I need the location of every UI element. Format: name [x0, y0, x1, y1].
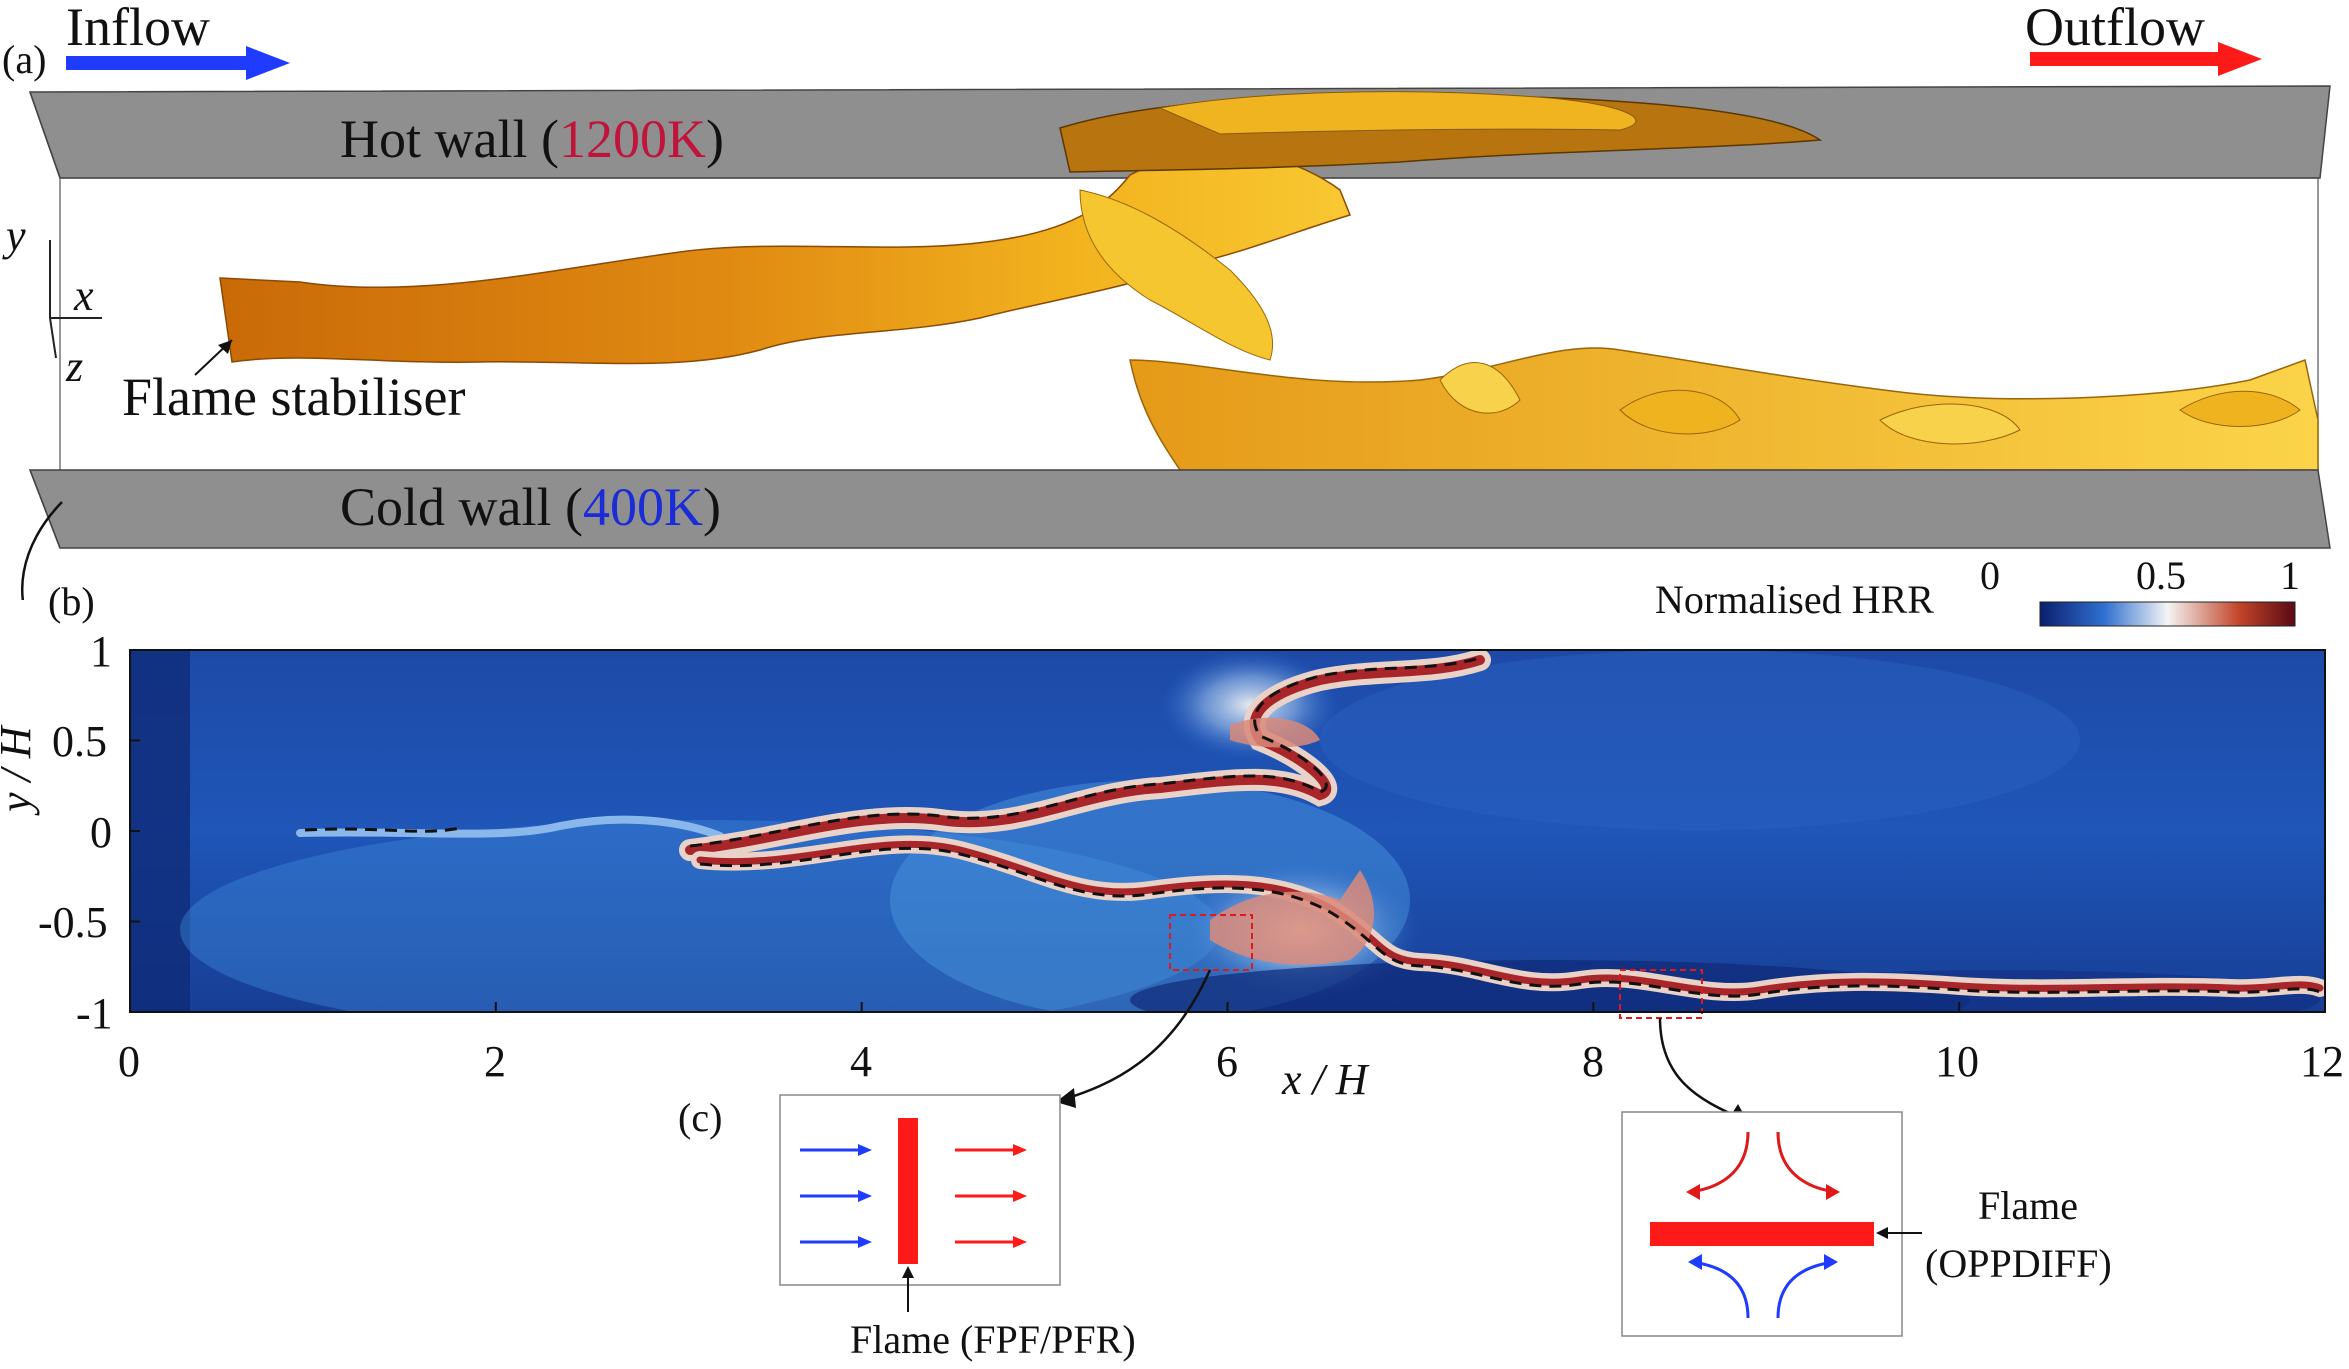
x-axis-label: x / H	[1282, 1055, 1368, 1104]
axis-y-label: y	[6, 211, 26, 260]
oppdiff-caption-line1: Flame	[1978, 1183, 2078, 1228]
reaction-zones	[296, 650, 2325, 1002]
hot-wall-temp: 1200K	[558, 109, 706, 169]
oppdiff-flame-bar	[1650, 1222, 1874, 1246]
x-ticks	[129, 1002, 2326, 1012]
panel-b-tag: (b)	[48, 579, 95, 624]
cold-wall-prefix: Cold wall (	[340, 477, 583, 537]
y-tick-label-05: 0.5	[52, 717, 107, 766]
premixed-caption-pointer	[902, 1266, 914, 1312]
x-tick-label-0: 0	[118, 1037, 140, 1086]
stoich-line	[304, 656, 2321, 998]
oppdiff-caption-line2: (OPPDIFF)	[1925, 1241, 2112, 1286]
y-ticks	[130, 649, 140, 1013]
panel-b-svg	[129, 601, 2326, 1122]
axis-x-label: x	[74, 271, 94, 320]
outflow-label: Outflow	[2025, 0, 2205, 57]
axis-z-label: z	[66, 342, 84, 391]
inflow-label: Inflow	[66, 0, 210, 57]
panel-a-tag: (a)	[2, 37, 47, 82]
link-arrow-left	[1061, 969, 1212, 1102]
oppdiff-caption-pointer	[1876, 1227, 1922, 1239]
panel-c-svg	[779, 1094, 1922, 1337]
x-tick-label-2: 2	[484, 1037, 506, 1086]
hot-wall-label: Hot wall (1200K)	[340, 112, 724, 166]
colorbar-title: Normalised HRR	[1655, 577, 1934, 622]
colorbar-tick-1: 1	[2280, 553, 2300, 598]
x-tick-label-4: 4	[850, 1037, 872, 1086]
inset-premixed	[779, 1094, 1061, 1286]
cold-wall-temp: 400K	[582, 477, 703, 537]
panel-c-tag: (c)	[678, 1095, 723, 1140]
premixed-inflow-arrows	[800, 1144, 872, 1248]
flame-isosurface	[219, 91, 2319, 471]
link-arrow-a-b	[20, 501, 63, 600]
stabiliser-label: Flame stabiliser	[122, 367, 466, 427]
x-tick-label-8: 8	[1582, 1037, 1604, 1086]
outflow-arrow	[2030, 42, 2262, 76]
panel-a-svg	[20, 42, 2331, 600]
y-tick-label-m05: -0.5	[38, 898, 108, 947]
premixed-caption: Flame (FPF/PFR)	[850, 1317, 1136, 1362]
colorbar-tick-05: 0.5	[2136, 553, 2186, 598]
hot-wall-suffix: )	[705, 109, 724, 169]
y-tick-label-0: 0	[90, 808, 112, 857]
cold-wall-suffix: )	[702, 477, 721, 537]
cold-wall-label: Cold wall (400K)	[340, 480, 721, 534]
y-axis-label: y / H	[0, 726, 40, 812]
colorbar-tick-0: 0	[1980, 553, 2000, 598]
colorbar	[2039, 601, 2296, 627]
axis-triad	[49, 240, 102, 359]
y-tick-label-m1: -1	[76, 989, 113, 1038]
hot-wall-prefix: Hot wall (	[340, 109, 559, 169]
premixed-outflow-arrows	[955, 1144, 1027, 1248]
inflow-arrow	[66, 46, 290, 80]
premixed-flame-bar	[898, 1118, 918, 1264]
x-tick-label-6: 6	[1216, 1037, 1238, 1086]
y-tick-label-1: 1	[90, 627, 112, 676]
x-tick-label-10: 10	[1935, 1037, 1979, 1086]
x-tick-label-12: 12	[2300, 1037, 2344, 1086]
inset-box-left	[1169, 914, 1253, 971]
